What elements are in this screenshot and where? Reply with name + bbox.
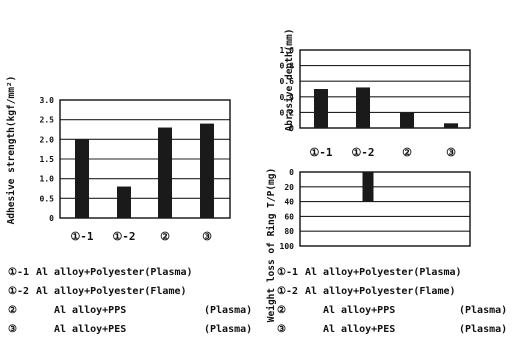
y-tick-label: 1.0 [280,46,295,55]
legend-text: Al alloy+PES [54,324,127,335]
plot-frame [299,49,471,129]
y-tick-label: 0 [49,214,54,223]
adhesive-strength-chart: 3.0 2.5 2.0 1.5 1.0 0.5 0 ①-1 ①-2 ② ③ Adhesive stre… [6,76,231,243]
legend-mark: ③ [8,324,17,335]
x-tick-label: ①-1 [309,146,332,159]
x-tick-label: ② [402,146,412,159]
bar-③ [444,123,458,128]
legend-text: Al alloy+PPS [323,305,396,316]
x-tick-label: ③ [446,146,456,159]
x-tick-label: ② [160,230,170,243]
legend-text: Al alloy+Polyester(Flame) [305,286,456,297]
abrasive-depth-chart: 1.0 0.8 0.6 0.4 0.2 0 ①-1 ①-2 ② ③ Abrasive depth(m… [280,29,471,159]
legend-text: Al alloy+PES [323,324,396,335]
legend-method: (Plasma) [204,305,253,316]
y-tick-label: 60 [284,212,294,221]
bar-② [158,127,172,218]
y-tick-label: 0.2 [280,108,295,117]
legend-mark: ①-2 [277,286,299,297]
bar-①-1 [314,89,328,128]
legend-mark: ①-1 [8,267,30,278]
y-tick-label: 100 [280,242,295,251]
y-tick-label: 0 [289,168,294,177]
legend-text: Al alloy+Polyester(Flame) [36,286,187,297]
legend-method: (Plasma) [459,305,508,316]
x-tick-label: ①-2 [112,230,135,243]
y-tick-label: 0.6 [280,77,295,86]
y-tick-label: 0.4 [280,93,295,102]
x-tick-label: ③ [202,230,212,243]
plot-frame [299,171,471,247]
bar-①-2 [362,172,374,202]
bar-①-2 [117,186,131,218]
x-tick-label: ①-2 [351,146,374,159]
bar-①-2 [356,87,370,128]
legend-mark: ①-1 [277,267,299,278]
y-tick-label: 2.5 [40,116,55,125]
y-tick-label: 0.5 [40,194,55,203]
y-tick-label: 20 [284,183,294,192]
legend-text: Al alloy+Polyester(Plasma) [305,267,462,278]
y-tick-label: 40 [284,198,294,207]
x-tick-label: ①-1 [70,230,93,243]
bar-①-1 [75,139,89,218]
legend-text: Al alloy+Polyester(Plasma) [36,267,193,278]
legend-mark: ② [8,305,17,316]
y-axis-label: Adhesive strength(kgf/mm²) [6,76,17,225]
legend-mark: ② [277,305,286,316]
legend-method: (Plasma) [204,324,253,335]
y-tick-label: 3.0 [40,96,55,105]
legend-method: (Plasma) [459,324,508,335]
y-tick-label: 2.0 [40,135,55,144]
legend-text: Al alloy+PPS [54,305,127,316]
y-axis-label: Weight loss of Ring T/P(mg) [266,168,277,322]
y-tick-label: 80 [284,227,294,236]
plot-frame [59,99,231,219]
legend-mark: ③ [277,324,286,335]
legend-mark: ①-2 [8,286,30,297]
bar-③ [200,123,214,218]
bar-② [400,112,414,128]
y-tick-label: 1.5 [40,155,55,164]
y-tick-label: 0.8 [280,62,295,71]
y-tick-label: 0 [289,124,294,133]
y-tick-label: 1.0 [40,175,55,184]
y-axis-label: Abrasive depth(mm) [284,29,295,132]
